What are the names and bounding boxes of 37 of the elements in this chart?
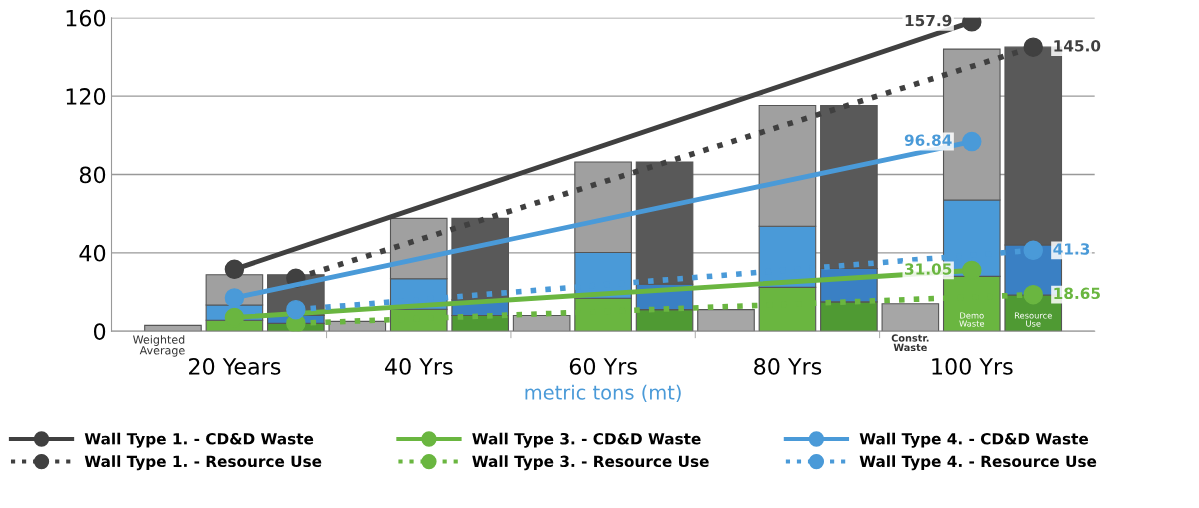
data-label: 31.05 bbox=[905, 263, 952, 275]
bar bbox=[697, 309, 755, 332]
data-label: 145.0 bbox=[1054, 40, 1101, 52]
x-tick-label: 20 Years bbox=[189, 358, 281, 375]
point bbox=[286, 299, 306, 320]
y-tick-label: 120 bbox=[66, 88, 106, 105]
point bbox=[1023, 284, 1043, 305]
y-tick-label: 0 bbox=[93, 323, 106, 340]
bar bbox=[512, 314, 571, 332]
x-tick-label: 80 Yrs bbox=[754, 358, 822, 375]
point bbox=[962, 131, 982, 152]
data-label: 18.65 bbox=[1054, 287, 1100, 300]
text: Constr. Waste bbox=[891, 334, 929, 352]
legend-label: Wall Type 1. - Resource Use bbox=[84, 455, 322, 471]
y-tick-label: 40 bbox=[79, 244, 106, 262]
x-axis-title: metric tons (mt) bbox=[525, 384, 681, 403]
y-tick-label: 80 bbox=[79, 166, 106, 184]
point bbox=[224, 259, 245, 280]
x-tick-label: 100 Yrs bbox=[932, 358, 1013, 375]
legend-label: Wall Type 3. - Resource Use bbox=[472, 455, 709, 471]
x-tick-label: 60 Yrs bbox=[569, 358, 637, 375]
legend-label: Wall Type 4. - CD&D Waste bbox=[859, 432, 1089, 448]
bar bbox=[144, 324, 202, 332]
text: Weighted Average bbox=[133, 335, 185, 357]
legend-label: Wall Type 1. - CD&D Waste bbox=[84, 432, 314, 448]
legend-label: Wall Type 4. - Resource Use bbox=[859, 455, 1097, 471]
bar bbox=[881, 303, 940, 332]
legend-label: Wall Type 3. - CD&D Waste bbox=[472, 432, 701, 448]
annotation: Resource Use bbox=[1014, 312, 1052, 327]
data-label: 96.84 bbox=[904, 134, 952, 146]
data-label: 157.9 bbox=[905, 14, 952, 27]
point bbox=[1023, 37, 1043, 57]
data-label: 41.3 bbox=[1053, 243, 1090, 255]
point bbox=[1023, 240, 1043, 261]
y-tick-label: 160 bbox=[66, 9, 106, 27]
annotation: Demo Waste bbox=[959, 312, 985, 327]
x-tick-label: 40 Yrs bbox=[385, 358, 453, 375]
